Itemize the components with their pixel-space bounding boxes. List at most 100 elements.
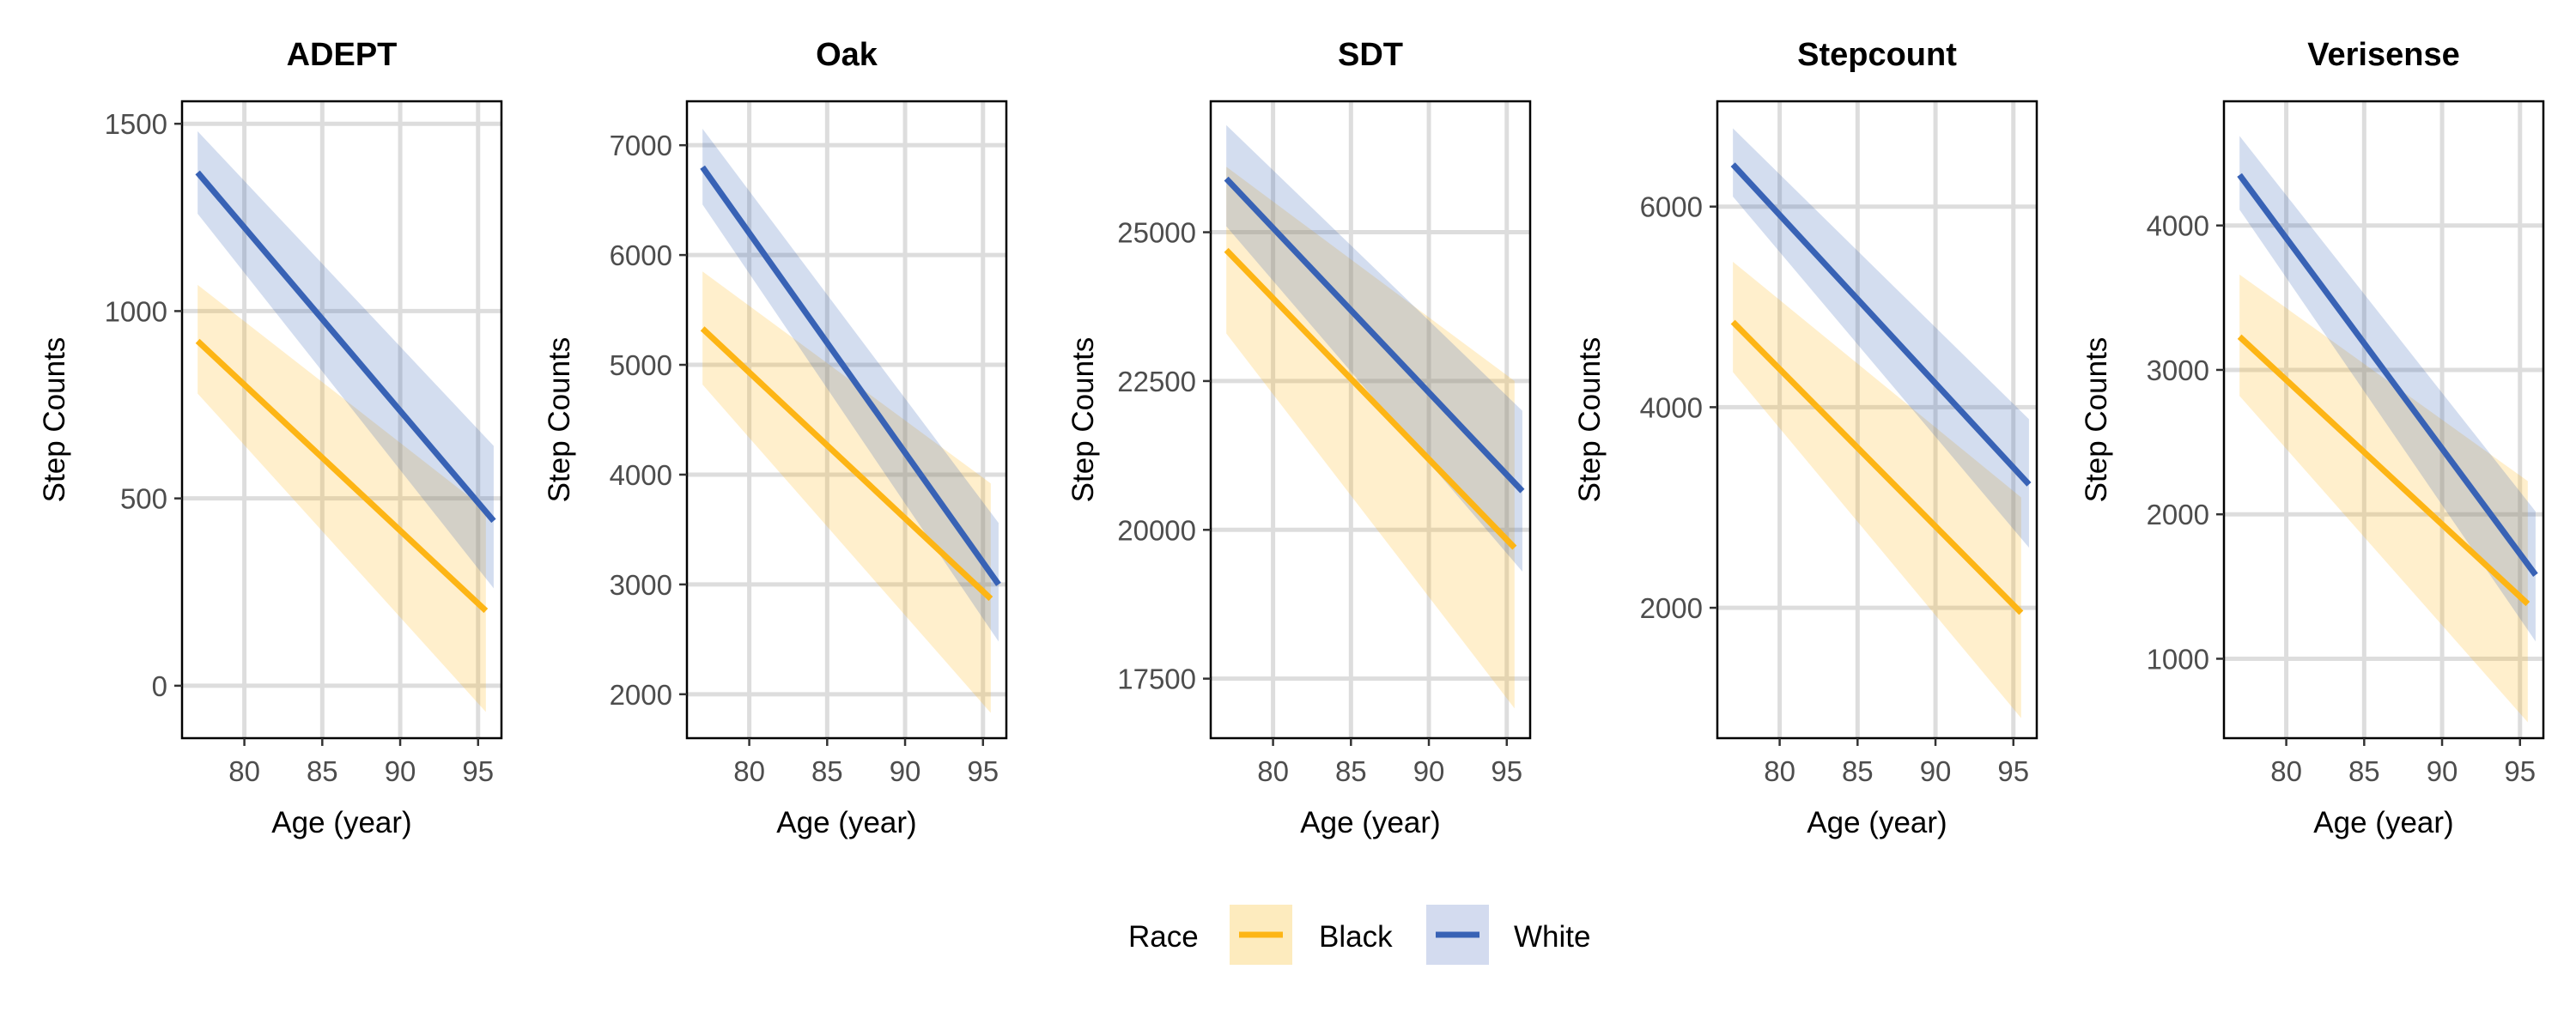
- x-tick-label: 85: [1842, 755, 1874, 787]
- y-tick-label: 0: [152, 670, 167, 702]
- trend-line-white: [1224, 176, 1525, 494]
- y-tick-label: 4000: [610, 459, 672, 491]
- y-tick-label: 4000: [2147, 210, 2209, 242]
- legend-item-white: White: [1426, 905, 1590, 965]
- y-tick-label: 5000: [610, 349, 672, 381]
- y-axis-title: Step Counts: [38, 337, 71, 503]
- plot-area: [1224, 124, 1525, 709]
- y-tick-label: 2000: [1640, 592, 1703, 624]
- y-tick-label: 17500: [1117, 663, 1196, 695]
- grid: [1717, 101, 2037, 738]
- plot-area: [700, 128, 1001, 713]
- x-tick-label: 95: [462, 755, 494, 787]
- x-tick-label: 80: [1257, 755, 1289, 787]
- panel-title: ADEPT: [287, 37, 398, 73]
- x-tick-label: 80: [1764, 755, 1795, 787]
- ci-band-white: [2239, 136, 2536, 642]
- panel-title: SDT: [1338, 37, 1403, 73]
- panels: 80 85 90 95 0 500 1000 1500 ADEPT Age (year) Step …: [38, 37, 2545, 839]
- x-tick-label: 85: [307, 755, 338, 787]
- y-axis-title: Step Counts: [1066, 337, 1100, 503]
- x-tick-label: 85: [811, 755, 843, 787]
- trend-line-black: [195, 338, 489, 614]
- legend-label-black: Black: [1319, 920, 1393, 954]
- panel-frame: [1716, 100, 2038, 740]
- y-tick-label: 7000: [610, 130, 672, 161]
- trend-line-white: [195, 170, 496, 524]
- plot-area: [1730, 128, 2032, 718]
- y-tick-label: 22500: [1117, 366, 1196, 397]
- y-tick-label: 1500: [105, 108, 167, 140]
- ci-band-black: [1226, 167, 1515, 709]
- panel-adept: 80 85 90 95 0 500 1000 1500 ADEPT Age (year) Step …: [38, 37, 503, 839]
- ci-band-black: [1733, 261, 2021, 718]
- trend-line-black: [700, 326, 993, 602]
- panel-title: Verisense: [2307, 37, 2459, 73]
- legend-item-black: Black: [1230, 905, 1393, 965]
- panel-verisense: 80 85 90 95 1000 2000 3000 4000 Verisense Age (ye…: [2080, 37, 2545, 839]
- x-tick-label: 80: [2270, 755, 2302, 787]
- legend: Race Black White: [1128, 905, 1590, 965]
- x-tick-label: 95: [1491, 755, 1522, 787]
- panel-stepcount: 80 85 90 95 2000 4000 6000 Stepcount Age (year) S…: [1573, 37, 2038, 839]
- panel-frame: [1209, 100, 1532, 740]
- x-axis-title: Age (year): [271, 806, 411, 839]
- panel-sdt: 80 85 90 95 17500 20000 22500 25000 SDT Age (year…: [1066, 37, 1532, 839]
- x-tick-label: 85: [1335, 755, 1367, 787]
- panel-title: Oak: [816, 37, 878, 73]
- ci-band-white: [197, 130, 494, 589]
- x-tick-label: 80: [733, 755, 765, 787]
- y-tick-label: 500: [120, 483, 167, 515]
- legend-label-white: White: [1514, 920, 1590, 954]
- legend-title: Race: [1128, 920, 1199, 954]
- y-tick-label: 3000: [610, 569, 672, 601]
- y-axis-title: Step Counts: [543, 337, 576, 503]
- y-tick-label: 4000: [1640, 391, 1703, 423]
- y-tick-label: 25000: [1117, 217, 1196, 249]
- grid: [182, 101, 501, 738]
- plot-area: [195, 130, 496, 712]
- ci-band-black: [197, 284, 486, 712]
- x-tick-label: 95: [2504, 755, 2536, 787]
- trend-line-white: [700, 165, 1001, 586]
- x-tick-label: 95: [1997, 755, 2029, 787]
- panel-frame: [685, 100, 1008, 740]
- y-tick-label: 2000: [2147, 499, 2209, 530]
- trend-line-black: [1730, 319, 2024, 615]
- panel-title: Stepcount: [1797, 37, 1957, 73]
- trend-line-white: [1730, 162, 2032, 487]
- y-tick-label: 6000: [610, 239, 672, 271]
- y-tick-label: 3000: [2147, 354, 2209, 386]
- trend-line-black: [2237, 334, 2530, 607]
- y-tick-label: 6000: [1640, 191, 1703, 223]
- ci-band-white: [1226, 124, 1522, 572]
- grid: [687, 101, 1006, 738]
- trend-line-black: [1224, 247, 1517, 550]
- x-axis-title: Age (year): [776, 806, 916, 839]
- x-axis-title: Age (year): [1807, 806, 1947, 839]
- x-tick-label: 85: [2348, 755, 2380, 787]
- y-tick-label: 2000: [610, 679, 672, 711]
- x-axis-title: Age (year): [1300, 806, 1440, 839]
- x-tick-label: 90: [1413, 755, 1445, 787]
- grid: [1211, 101, 1530, 738]
- panel-frame: [2222, 100, 2545, 740]
- ci-band-white: [702, 128, 999, 642]
- x-tick-label: 90: [1920, 755, 1952, 787]
- y-tick-label: 1000: [2147, 643, 2209, 675]
- panel-frame: [180, 100, 503, 740]
- x-tick-label: 80: [228, 755, 260, 787]
- ci-band-white: [1733, 128, 2029, 548]
- y-axis-title: Step Counts: [1573, 337, 1607, 503]
- y-tick-label: 1000: [105, 295, 167, 327]
- x-tick-label: 95: [967, 755, 999, 787]
- y-axis-title: Step Counts: [2080, 337, 2113, 503]
- x-tick-label: 90: [890, 755, 921, 787]
- y-tick-label: 20000: [1117, 514, 1196, 546]
- plot-area: [2237, 136, 2538, 723]
- trend-line-white: [2237, 173, 2538, 577]
- x-axis-title: Age (year): [2313, 806, 2453, 839]
- panel-oak: 80 85 90 95 2000 3000 4000 5000 6000 7000 Oak Age (…: [543, 37, 1008, 839]
- x-tick-label: 90: [385, 755, 416, 787]
